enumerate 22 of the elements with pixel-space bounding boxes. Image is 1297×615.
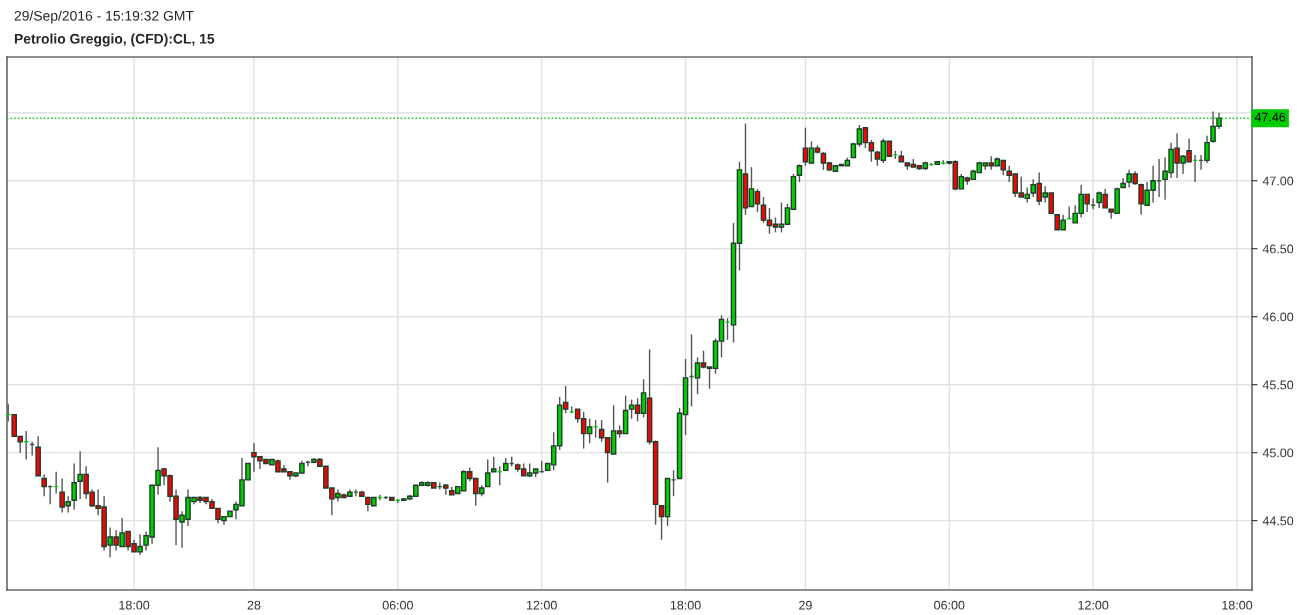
x-tick-label: 12:00 xyxy=(527,600,557,610)
y-tick-label: 46.50 xyxy=(1262,244,1294,254)
candlestick xyxy=(71,462,77,511)
candlestick xyxy=(1204,135,1210,164)
x-tick-label: 18:00 xyxy=(670,600,701,610)
x-tick-label: 28 xyxy=(247,600,261,610)
x-tick-label: 12:00 xyxy=(1078,600,1109,610)
x-tick-label: 06:00 xyxy=(382,600,413,610)
y-tick-label: 47.00 xyxy=(1262,176,1294,186)
y-tick-label: 45.00 xyxy=(1262,448,1294,458)
y-tick-label: 45.50 xyxy=(1262,380,1294,390)
text: 29/Sep/2016 - 15:19:32 GMT xyxy=(14,10,194,24)
y-tick-label: 46.00 xyxy=(1262,312,1294,322)
candlestick xyxy=(484,458,491,488)
x-tick-label: 29 xyxy=(799,600,812,610)
x-tick-label: 18:00 xyxy=(1222,600,1253,610)
x-tick-label: 18:00 xyxy=(119,600,150,610)
y-tick-label: 44.50 xyxy=(1262,516,1294,526)
chart-title: Petrolio Greggio, (CFD):CL, 15 xyxy=(14,33,215,47)
ref-line-label: 47.46 xyxy=(1254,112,1286,122)
x-tick-label: 06:00 xyxy=(934,600,965,610)
candlestick xyxy=(41,473,47,497)
